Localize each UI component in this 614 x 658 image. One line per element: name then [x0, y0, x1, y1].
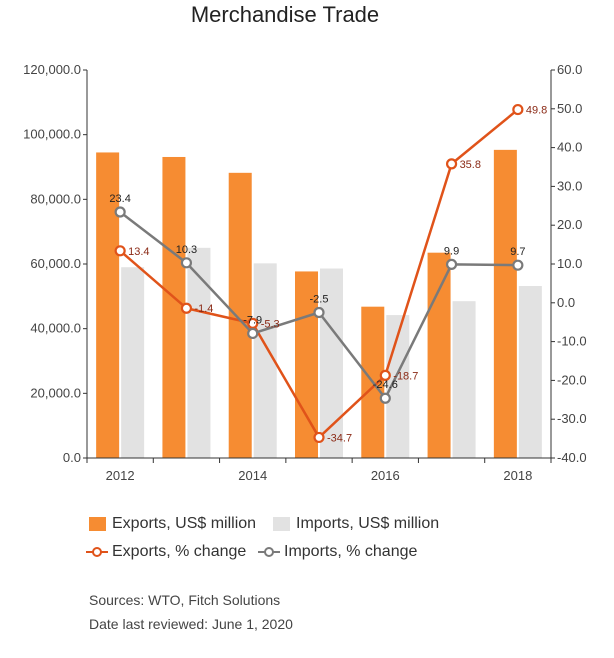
- y-right-tick-label: -30.0: [557, 411, 587, 426]
- data-label-imports-2015: -2.5: [310, 294, 329, 306]
- y-left-tick-label: 60,000.0: [30, 256, 81, 271]
- bar-exports-2014: [228, 172, 252, 458]
- marker-imports-2012: [114, 206, 126, 218]
- legend-imports-bar[interactable]: Imports, US$ million: [273, 515, 439, 533]
- legend-marker-imports-line: [258, 545, 280, 559]
- legend-exports-line[interactable]: Exports, % change: [86, 543, 246, 561]
- data-label-exports-2012: 13.4: [128, 246, 149, 258]
- data-label-exports-2018: 49.8: [526, 105, 547, 117]
- marker-imports-2015: [313, 306, 325, 319]
- data-label-imports-2016: -24.6: [373, 379, 398, 391]
- y-left-tick-label: 80,000.0: [30, 191, 81, 206]
- y-right-tick-label: 40.0: [557, 140, 582, 155]
- marker-imports-2014: [247, 327, 259, 340]
- legend-exports-bar[interactable]: Exports, US$ million: [89, 515, 256, 533]
- y-right-tick-label: -10.0: [557, 334, 587, 349]
- legend-marker-exports-line: [86, 545, 108, 559]
- y-right-tick-label: -40.0: [557, 450, 587, 465]
- y-left-tick-label: 20,000.0: [30, 385, 81, 400]
- y-left-tick-label: 0.0: [63, 450, 81, 465]
- data-label-imports-2018: 9.7: [510, 246, 525, 258]
- y-right-tick-label: 20.0: [557, 217, 582, 232]
- x-tick-label: 2014: [238, 468, 267, 483]
- y-left-tick-label: 120,000.0: [23, 62, 81, 77]
- legend-label-imports-bar: Imports, US$ million: [296, 515, 440, 532]
- marker-imports-2013: [180, 257, 193, 269]
- x-tick-label: 2012: [106, 468, 135, 483]
- bars-layer: [96, 149, 542, 458]
- bar-exports-2017: [427, 252, 451, 458]
- legend-swatch-imports: [273, 517, 290, 531]
- marker-exports-2017: [445, 158, 458, 170]
- bar-imports-2013: [187, 247, 211, 458]
- sources-note: Sources: WTO, Fitch Solutions: [89, 592, 281, 608]
- y-right-tick-label: 30.0: [557, 178, 582, 193]
- bar-imports-2014: [253, 263, 277, 458]
- legend-label-imports-line: Imports, % change: [284, 543, 418, 560]
- x-tick-label: 2018: [503, 468, 532, 483]
- y-right-tick-label: 10.0: [557, 256, 582, 271]
- date-reviewed-note: Date last reviewed: June 1, 2020: [89, 616, 293, 632]
- y-right-tick-label: 0.0: [557, 295, 575, 310]
- y-right-tick-label: 50.0: [557, 101, 582, 116]
- legend-imports-line[interactable]: Imports, % change: [258, 543, 417, 561]
- legend-label-exports-line: Exports, % change: [112, 543, 247, 560]
- data-label-exports-2013: -1.4: [194, 303, 213, 315]
- marker-exports-2013: [180, 302, 193, 314]
- bar-exports-2012: [96, 152, 120, 458]
- data-label-imports-2013: 10.3: [176, 244, 197, 256]
- bar-exports-2018: [493, 149, 517, 458]
- data-label-exports-2014: -5.3: [261, 318, 280, 330]
- marker-exports-2012: [114, 245, 126, 257]
- marker-imports-2018: [512, 259, 524, 271]
- data-label-imports-2014: -7.9: [243, 314, 262, 326]
- y-left-tick-label: 100,000.0: [23, 127, 81, 142]
- data-label-exports-2017: 35.8: [460, 159, 481, 171]
- marker-exports-2018: [512, 103, 524, 116]
- marker-exports-2015: [313, 431, 325, 444]
- bar-exports-2013: [162, 156, 186, 458]
- y-right-tick-label: 60.0: [557, 62, 582, 77]
- legend-swatch-exports: [89, 517, 106, 531]
- labels-layer: 13.4 -1.4 -5.3 -34.7 -18.7 35.8 49.8 23.4 10.3 -7…: [109, 105, 547, 445]
- data-label-imports-2012: 23.4: [109, 193, 130, 205]
- data-label-exports-2016: -18.7: [393, 370, 418, 382]
- marker-exports-2016: [379, 369, 391, 381]
- y-right-tick-label: -20.0: [557, 372, 587, 387]
- x-tick-label: 2016: [371, 468, 400, 483]
- marker-imports-2016: [379, 392, 391, 404]
- bar-imports-2018: [518, 285, 542, 458]
- bar-imports-2012: [121, 267, 145, 458]
- marker-imports-2017: [445, 258, 458, 270]
- chart-title: Merchandise Trade: [190, 2, 380, 27]
- data-label-imports-2017: 9.9: [444, 245, 459, 257]
- y-left-tick-label: 40,000.0: [30, 321, 81, 336]
- chart-canvas: 0.0 20,000.0 40,000.0 60,000.0 80,000.0 100,0…: [23, 62, 586, 483]
- bar-imports-2017: [452, 301, 476, 458]
- legend-label-exports-bar: Exports, US$ million: [112, 515, 257, 532]
- bar-imports-2015: [320, 268, 343, 458]
- data-label-exports-2015: -34.7: [327, 432, 352, 444]
- axes-layer: 0.0 20,000.0 40,000.0 60,000.0 80,000.0 100,0…: [23, 62, 586, 483]
- lines-layer: [114, 103, 524, 444]
